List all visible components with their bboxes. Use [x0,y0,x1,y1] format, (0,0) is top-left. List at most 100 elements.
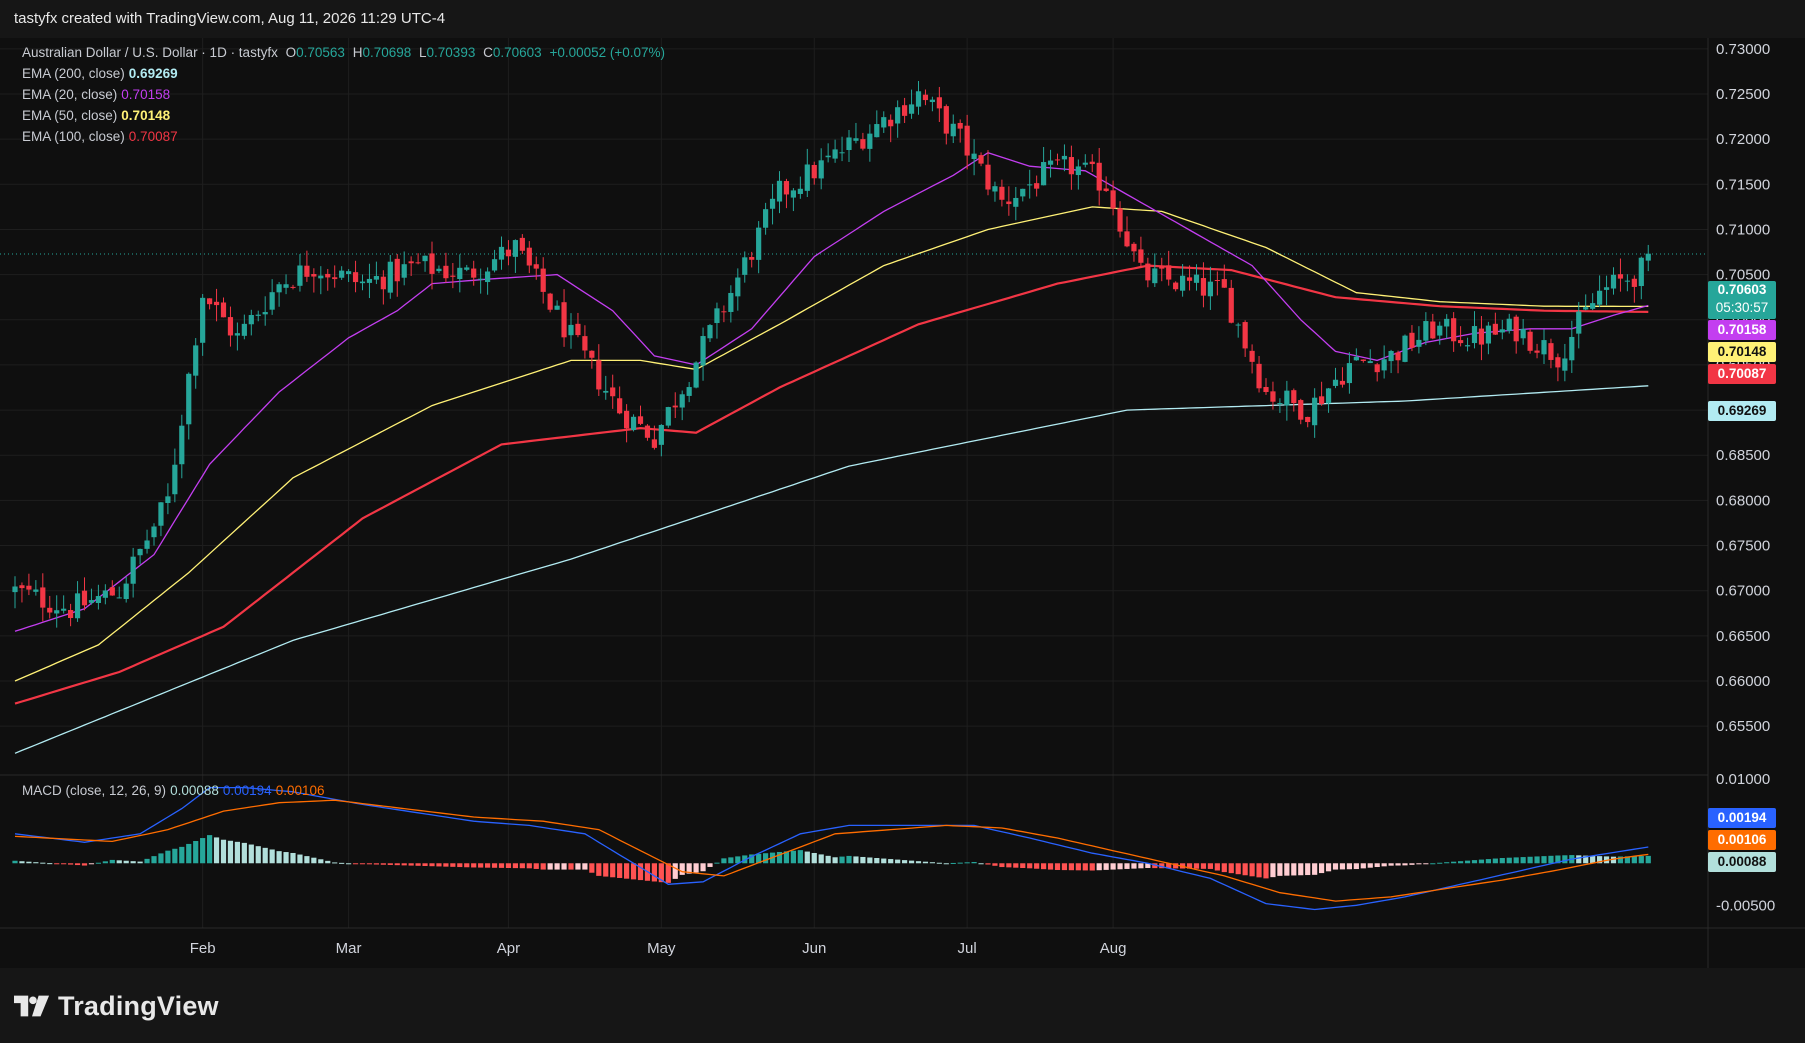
macd-hist-bar [109,859,115,864]
candle-body [172,464,178,495]
signal-price-tag: 0.00106 [1708,830,1776,850]
macd-hist-bar [116,860,122,864]
macd-hist-bar [971,862,977,864]
macd-hist-bar [1305,863,1311,876]
macd-hist-bar [714,862,720,864]
candle-body [1381,359,1387,371]
candle-body [283,284,289,288]
macd-hist-bar [1152,863,1158,869]
candle-body [881,117,887,128]
ema-line-20 [14,151,1649,632]
candle-body [1527,331,1533,351]
macd-hist-bar [1020,863,1026,868]
macd-hist-bar [95,862,101,864]
macd-hist-bar [332,862,338,864]
macd-hist-bar [408,863,414,866]
chart-frame[interactable]: 0.73000 0.72500 0.72000 0.71500 0.71000 0.705… [0,38,1805,968]
macd-hist-bar [1173,863,1179,869]
macd-hist-bar [624,863,630,879]
candle-body [1499,329,1505,333]
candle-body [575,323,581,336]
time-tick-label: Apr [497,940,520,957]
candle-body [207,298,213,305]
candle-body [651,439,657,448]
candle-body [1089,161,1095,165]
ema100-legend[interactable]: EMA (100, close) 0.70087 [22,129,178,144]
macd-hist-bar [617,863,623,878]
candle-body [1291,390,1297,404]
macd-hist-bar [1235,863,1241,875]
macd-price-tag: 0.00194 [1708,808,1776,828]
candle-body [888,119,894,127]
chart-svg[interactable]: 0.73000 0.72500 0.72000 0.71500 0.71000 0.705… [0,38,1805,968]
price-axis[interactable]: 0.73000 0.72500 0.72000 0.71500 0.71000 0.705… [1716,41,1770,735]
candle-body [686,387,692,396]
macd-hist-bar [1416,863,1422,865]
macd-hist-bar [651,863,657,882]
tradingview-logo-icon [14,995,50,1017]
macd-hist-bar [352,863,359,865]
candle-body [1068,157,1074,175]
macd-hist-bar [589,863,595,873]
macd-hist-bar [1562,855,1568,864]
macd-hist-bar [457,863,463,868]
macd-hist-bar [1263,863,1269,879]
macd-hist-bar [679,863,685,875]
macd-legend[interactable]: MACD (close, 12, 26, 9) 0.00088 0.00194 0.0… [22,783,325,798]
candle-body [241,323,247,336]
candle-body [387,261,393,293]
macd-hist-bar [915,861,922,864]
candle-body [471,268,477,278]
macd-hist-bar [721,858,727,864]
candle-body [1180,275,1186,291]
candle-body [464,267,470,270]
candle-body [999,186,1005,200]
candle-body [1645,253,1651,261]
symbol-legend[interactable]: Australian Dollar / U.S. Dollar · 1D · t… [22,45,665,60]
candle-body [1186,277,1193,281]
candle-body [1138,249,1144,263]
candle-body [193,345,199,376]
macd-hist-bar [498,863,505,868]
candle-body [603,390,609,393]
macd-hist-bar [1478,859,1485,864]
candle-body [1319,396,1325,404]
macd-hist-bar [957,862,963,864]
macd-hist-bar [1054,863,1061,870]
macd-hist-bar [394,863,400,866]
macd-hist-bar [665,863,671,883]
candle-body [1631,278,1637,287]
ema50-legend[interactable]: EMA (50, close) 0.70148 [22,108,170,123]
candle-body [1409,332,1415,348]
last-price-tag: 0.70603 05:30:57 [1708,281,1776,319]
candle-body [1458,340,1464,344]
candle-body [693,362,699,388]
macd-hist-bar [825,855,831,864]
macd-hist-bar [985,863,991,865]
macd-hist-bar [311,857,317,864]
macd-hist-bar [464,863,470,868]
candle-body [971,153,977,159]
tradingview-logo[interactable]: TradingView [14,991,219,1021]
macd-hist-bar [1214,863,1220,871]
ema20-legend[interactable]: EMA (20, close) 0.70158 [22,87,170,102]
candle-body [742,257,748,275]
macd-hist-bar [1034,863,1040,869]
ohlc-high-label: H [352,45,363,60]
macd-hist-bar [610,863,616,878]
ema-line-200 [14,385,1649,754]
candle-body [617,398,623,414]
ema200-legend[interactable]: EMA (200, close) 0.69269 [22,66,178,81]
candle-body [443,265,449,279]
macd-hist-bar [554,863,560,870]
time-tick-label: Jul [958,940,977,957]
macd-signal-value: 0.00106 [275,783,325,798]
candle-body [783,181,790,195]
candle-body [1173,282,1179,290]
macd-hist-bar [693,863,699,873]
time-axis[interactable]: Feb Mar Apr May Jun Jul Aug [190,940,1127,957]
candle-body [797,188,803,194]
macd-hist-bar [1492,858,1498,864]
candle-body [1075,166,1081,176]
candle-body [950,123,956,137]
